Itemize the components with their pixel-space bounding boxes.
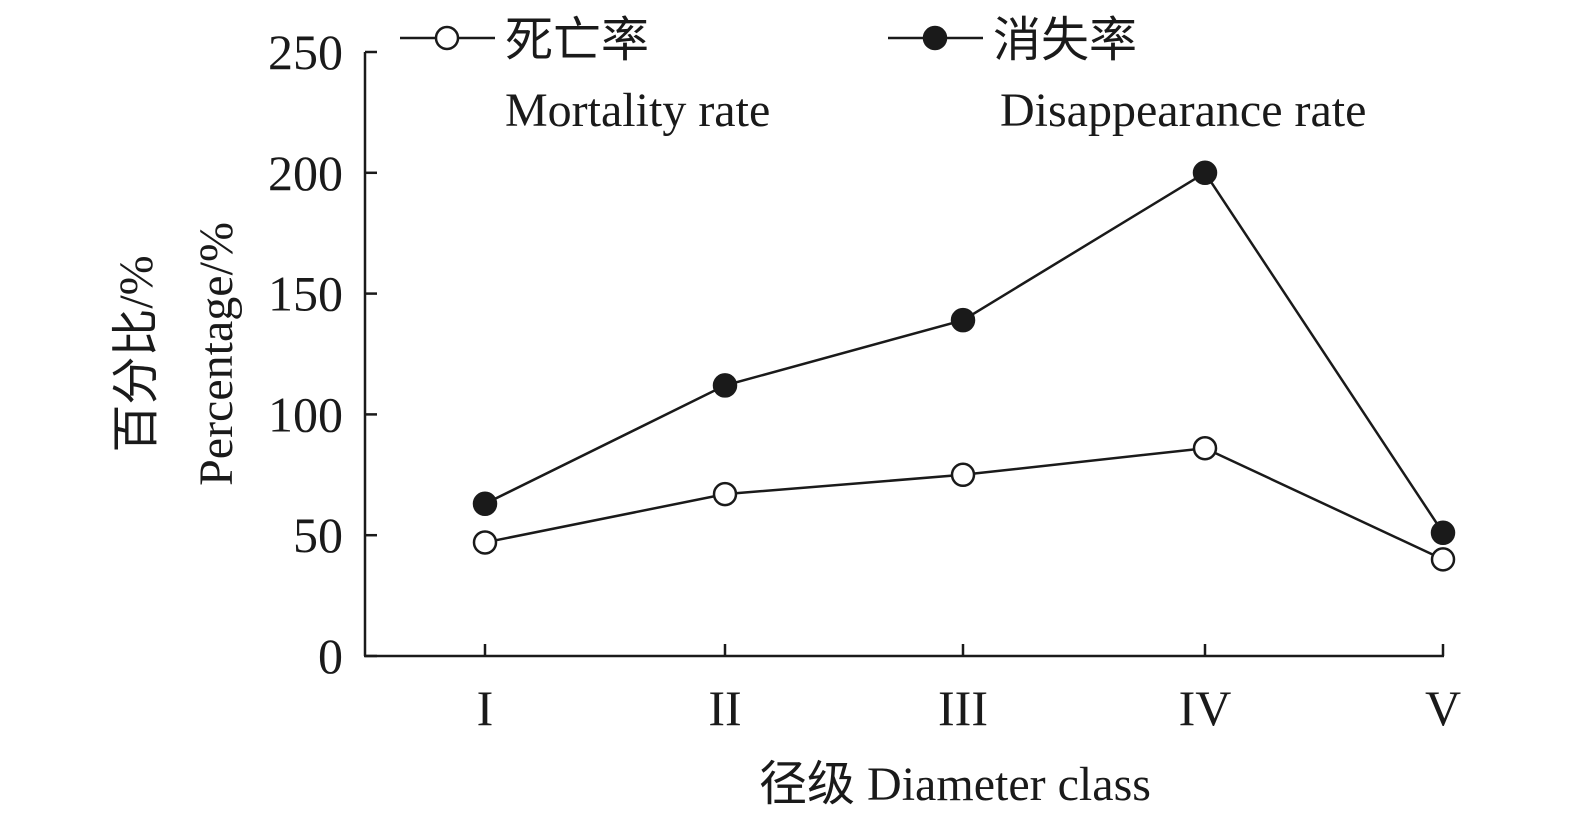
data-point-disappearance: [472, 491, 498, 517]
x-tick-label: II: [708, 680, 741, 736]
y-tick-label: 50: [293, 507, 343, 563]
y-tick-group: 0 50 100 150 200 250: [268, 24, 377, 684]
x-tick-label: I: [477, 680, 494, 736]
y-tick-label: 250: [268, 24, 343, 80]
data-point-disappearance: [950, 307, 976, 333]
x-axis-title: 径级 Diameter class: [759, 758, 1151, 811]
legend-marker-disappearance: [922, 25, 948, 51]
legend-label-mortality-en: Mortality rate: [505, 84, 770, 137]
data-point-mortality: [1430, 547, 1456, 572]
data-point-mortality: [472, 530, 498, 555]
x-tick-label: III: [938, 680, 988, 736]
data-point-disappearance: [1192, 160, 1218, 186]
y-tick-label: 200: [268, 145, 343, 201]
data-point-mortality: [950, 462, 976, 488]
x-tick-group: I II III IV V: [477, 644, 1461, 736]
x-tick-label: IV: [1179, 680, 1232, 736]
data-point-disappearance: [1430, 520, 1456, 546]
y-axis-title-en: Percentage/%: [190, 222, 243, 486]
legend-marker-mortality: [434, 25, 460, 51]
series-group: [472, 160, 1456, 572]
y-tick-label: 0: [318, 628, 343, 684]
legend-label-disappearance-cn: 消失率: [993, 14, 1137, 67]
x-tick-label: V: [1425, 680, 1461, 736]
data-point-mortality: [712, 481, 738, 507]
data-point-disappearance: [712, 373, 738, 398]
legend: 死亡率 Mortality rate 消失率 Disappearance rat…: [400, 14, 1366, 137]
legend-label-disappearance-en: Disappearance rate: [1000, 84, 1366, 137]
y-axis-title-cn: 百分比/%: [110, 255, 163, 452]
y-tick-label: 100: [268, 386, 343, 442]
y-tick-label: 150: [268, 266, 343, 322]
legend-label-mortality-cn: 死亡率: [505, 14, 649, 67]
data-point-mortality: [1192, 435, 1218, 461]
